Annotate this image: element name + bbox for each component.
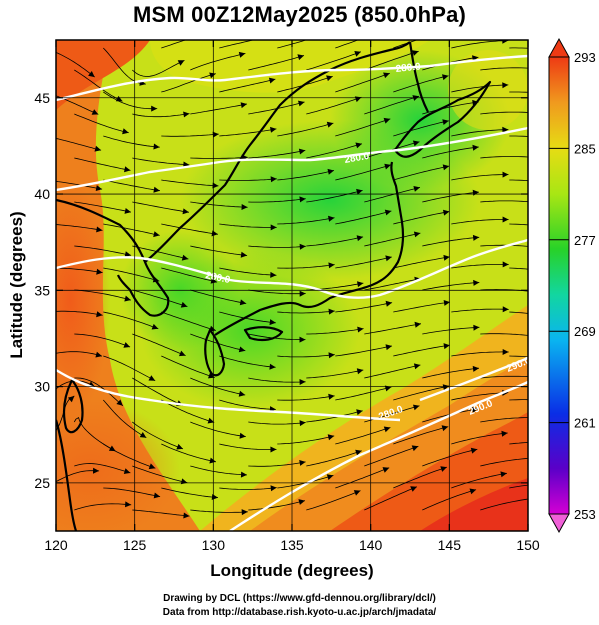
x-tick-label: 145 bbox=[438, 537, 462, 553]
contour-label: 280.0 bbox=[344, 151, 371, 166]
y-tick-label: 30 bbox=[34, 379, 50, 395]
credits: Drawing by DCL (https://www.gfd-dennou.o… bbox=[0, 592, 599, 620]
colorbar-tick-label: 277 bbox=[574, 233, 596, 248]
y-tick-label: 40 bbox=[34, 186, 50, 202]
x-axis-label: Longitude (degrees) bbox=[210, 561, 373, 580]
y-tick-label: 25 bbox=[34, 475, 50, 491]
colorbar-bottom-arrow bbox=[548, 513, 570, 534]
colorbar-gradient bbox=[548, 56, 570, 515]
grid-lines bbox=[56, 40, 528, 531]
colorbar-tick-label: 285 bbox=[574, 141, 596, 156]
colorbar-tick-label: 261 bbox=[574, 416, 596, 431]
colorbar-tick-label: 293 bbox=[574, 50, 596, 65]
x-tick-label: 125 bbox=[123, 537, 147, 553]
x-tick-label: 135 bbox=[280, 537, 304, 553]
wind-streamlines bbox=[56, 40, 528, 519]
x-tick-label: 140 bbox=[359, 537, 383, 553]
contour-label: 280.0 bbox=[395, 61, 421, 75]
y-tick-label: 45 bbox=[34, 90, 50, 106]
y-tick-label: 35 bbox=[34, 282, 50, 298]
colorbar-tick-label: 253 bbox=[574, 507, 596, 522]
colorbar-top-arrow bbox=[548, 37, 570, 58]
map-title: MSM 00Z12May2025 (850.0hPa) bbox=[132, 2, 467, 27]
x-tick-label: 150 bbox=[516, 537, 540, 553]
credit-drawing: Drawing by DCL (https://www.gfd-dennou.o… bbox=[163, 593, 436, 604]
credit-data-source: Data from http://database.rish.kyoto-u.a… bbox=[162, 607, 437, 618]
x-tick-label: 130 bbox=[202, 537, 226, 553]
colorbar-tick-label: 269 bbox=[574, 324, 596, 339]
y-axis-ticks: 25 30 35 40 45 bbox=[34, 90, 528, 491]
colorbar: 293 285 277 269 261 253 bbox=[548, 37, 596, 534]
y-axis-label: Latitude (degrees) bbox=[7, 211, 26, 358]
x-axis-ticks: 120 125 130 135 140 145 150 bbox=[44, 40, 540, 553]
contour-label: 280.0 bbox=[204, 270, 231, 286]
isotherm-contours bbox=[56, 54, 528, 531]
x-tick-label: 120 bbox=[44, 537, 68, 553]
